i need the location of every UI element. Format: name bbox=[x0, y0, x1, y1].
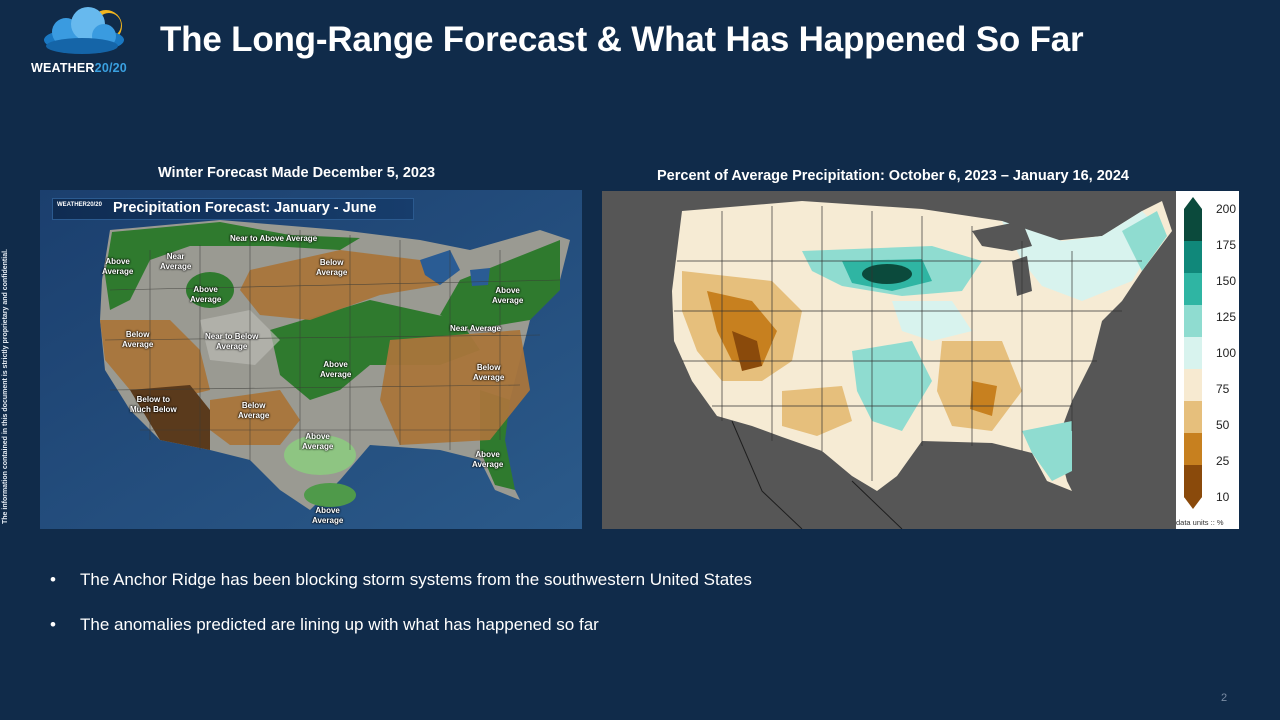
map-label: Below Average bbox=[316, 258, 348, 277]
legend-color-swatch bbox=[1184, 241, 1202, 274]
banner-title: Precipitation Forecast: January - June bbox=[113, 200, 377, 216]
map-label: Below Average bbox=[122, 330, 154, 349]
forecast-map-graphic bbox=[40, 190, 582, 529]
legend-tick-label: 10 bbox=[1216, 490, 1230, 504]
legend-tick-label: 50 bbox=[1216, 418, 1230, 432]
legend-color-swatch bbox=[1184, 273, 1202, 306]
cloud-logo-icon bbox=[44, 7, 124, 54]
page-number: 2 bbox=[1221, 692, 1228, 704]
bullet-glyph: • bbox=[50, 570, 56, 589]
map-label: Below to Much Below bbox=[130, 395, 177, 414]
legend-color-swatch bbox=[1184, 337, 1202, 370]
logo-wordmark: WEATHER20/20 bbox=[31, 61, 127, 75]
map-label: Above Average bbox=[472, 450, 504, 469]
map-label: Above Average bbox=[312, 506, 344, 525]
legend-color-swatch bbox=[1184, 401, 1202, 434]
legend-colorbar bbox=[1184, 197, 1202, 509]
forecast-banner: WEATHER20/20 Precipitation Forecast: Jan… bbox=[52, 198, 414, 220]
legend-color-swatch bbox=[1184, 305, 1202, 338]
confidentiality-note: The information contained in this docume… bbox=[2, 249, 9, 524]
legend-bottom-arrow bbox=[1184, 497, 1202, 509]
logo-brand: WEATHER bbox=[31, 61, 95, 75]
map-label: Above Average bbox=[102, 257, 134, 276]
map-label: Near to Above Average bbox=[230, 234, 318, 243]
bullet-text: The Anchor Ridge has been blocking storm… bbox=[80, 570, 752, 589]
left-map-caption: Winter Forecast Made December 5, 2023 bbox=[158, 165, 436, 181]
legend-color-swatch bbox=[1184, 209, 1202, 242]
weather2020-logo: WEATHER20/20 bbox=[28, 6, 140, 75]
map-label: Near Average bbox=[450, 324, 501, 333]
legend-color-swatch bbox=[1184, 369, 1202, 402]
legend-tick-label: 100 bbox=[1216, 346, 1237, 360]
legend-tick-label: 175 bbox=[1216, 238, 1237, 252]
precipitation-forecast-map: WEATHER20/20 Precipitation Forecast: Jan… bbox=[40, 190, 582, 529]
map-label: Near Average bbox=[160, 252, 192, 271]
right-map-caption: Percent of Average Precipitation: Octobe… bbox=[657, 168, 1130, 184]
logo-brand-accent: 20/20 bbox=[94, 61, 127, 75]
slide-title: The Long-Range Forecast & What Has Happe… bbox=[160, 20, 1084, 59]
map-label: Below Average bbox=[238, 401, 270, 420]
map-label: Near to Below Average bbox=[205, 332, 259, 351]
map-label: Above Average bbox=[320, 360, 352, 379]
bullet-text: The anomalies predicted are lining up wi… bbox=[80, 615, 599, 634]
legend-tick-label: 25 bbox=[1216, 454, 1230, 468]
banner-logo: WEATHER20/20 bbox=[57, 202, 102, 208]
legend-tick-label: 75 bbox=[1216, 382, 1230, 396]
observed-precip-map-graphic bbox=[602, 191, 1176, 529]
legend-color-swatch bbox=[1184, 433, 1202, 466]
legend-tick-label: 150 bbox=[1216, 274, 1237, 288]
bullet-glyph: • bbox=[50, 615, 56, 634]
map-label: Above Average bbox=[190, 285, 222, 304]
legend-color-swatch bbox=[1184, 465, 1202, 498]
legend-top-arrow bbox=[1184, 197, 1202, 209]
legend-tick-label: 200 bbox=[1216, 202, 1237, 216]
legend-units-label: data units :: % bbox=[1176, 518, 1224, 527]
map-label: Below Average bbox=[473, 363, 505, 382]
map-label: Above Average bbox=[302, 432, 334, 451]
legend-tick-label: 125 bbox=[1216, 310, 1237, 324]
map-label: Above Average bbox=[492, 286, 524, 305]
